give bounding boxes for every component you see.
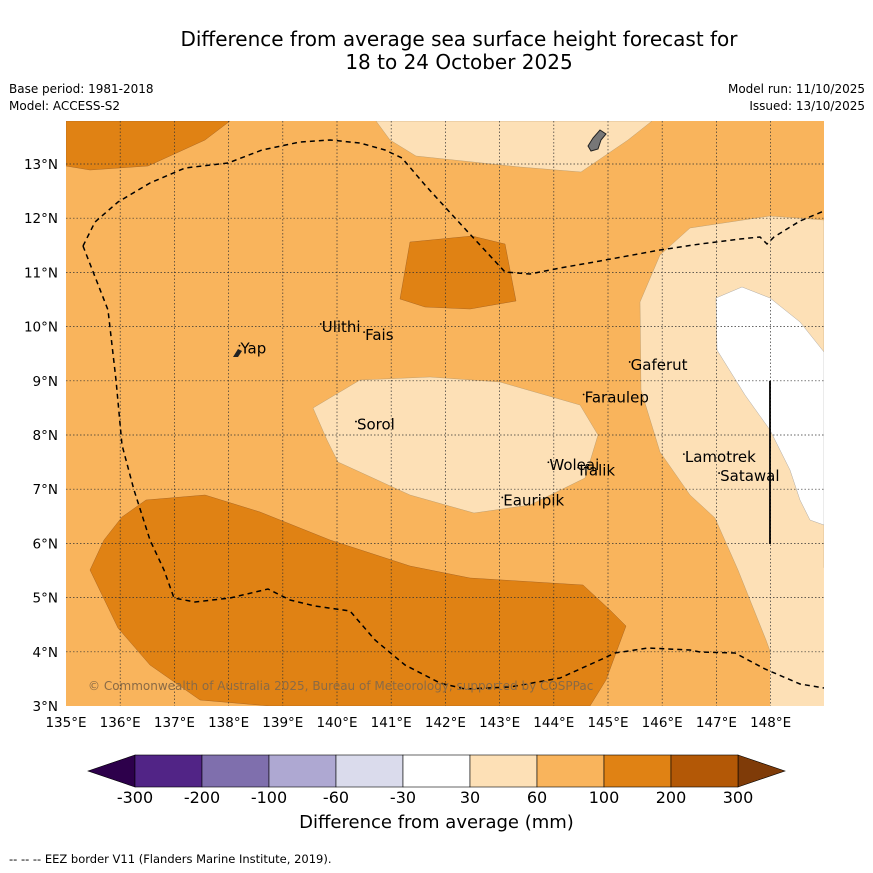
colorbar-tick-label: -200 (184, 788, 220, 807)
colorbar-tick-label: -60 (323, 788, 349, 807)
place-label: Ifalik (579, 462, 615, 480)
place-label: Lamotrek (685, 448, 756, 466)
place-marker (319, 323, 322, 325)
place-label: Sorol (357, 416, 395, 434)
title-line-1: Difference from average sea surface heig… (180, 27, 738, 51)
lon-tick-label: 141°E (371, 715, 412, 731)
lat-tick-label: 7°N (33, 482, 58, 498)
colorbar-cell (603, 754, 672, 788)
lon-tick-label: 143°E (479, 715, 520, 731)
place-label: Faraulep (585, 388, 649, 406)
place-marker (547, 461, 550, 464)
guam-island (587, 129, 607, 152)
meta-left: Base period: 1981-2018 Model: ACCESS-S2 (9, 81, 154, 115)
colorbar-cell (134, 754, 203, 788)
place-marker (577, 466, 580, 469)
colorbar-cell (536, 754, 605, 788)
colorbar-cell (201, 754, 270, 788)
place-label: Fais (365, 326, 394, 344)
lat-tick-label: 12°N (24, 211, 58, 227)
lon-tick-label: 144°E (533, 715, 574, 731)
place-marker (355, 420, 357, 423)
place-label: Ulithi (322, 318, 361, 336)
issued-date: Issued: 13/10/2025 (749, 99, 865, 113)
lat-tick-label: 4°N (33, 645, 58, 661)
lon-tick-label: 148°E (750, 715, 791, 731)
place-label: Satawal (720, 467, 779, 485)
colorbar-tick-label: 300 (723, 788, 754, 807)
base-period: Base period: 1981-2018 (9, 82, 154, 96)
colorbar-tick-label: -300 (117, 788, 153, 807)
graticule (66, 121, 824, 706)
place-marker (718, 472, 721, 474)
place-marker (582, 393, 585, 396)
lon-tick-label: 146°E (642, 715, 683, 731)
colorbar-tick-label: 60 (527, 788, 547, 807)
copyright-notice: © Commonwealth of Australia 2025, Bureau… (88, 679, 593, 693)
eez-border-north (82, 139, 824, 275)
lat-tick-label: 9°N (33, 374, 58, 390)
lon-tick-label: 140°E (316, 715, 357, 731)
colorbar-tick-label: -30 (390, 788, 416, 807)
colorbar-tick-label: 30 (460, 788, 480, 807)
anomaly-region-100-200-south (89, 494, 627, 706)
colorbar-title: Difference from average (mm) (299, 812, 574, 833)
eez-border-south (82, 245, 824, 690)
anomaly-region-100-200-northwest (66, 121, 231, 171)
lat-tick-label: 13°N (24, 157, 58, 173)
place-label: Yap (239, 340, 266, 358)
model-name: Model: ACCESS-S2 (9, 99, 121, 113)
place-marker (628, 361, 631, 363)
place-marker (501, 496, 504, 499)
model-run: Model run: 11/10/2025 (727, 82, 865, 96)
lon-tick-label: 137°E (154, 715, 195, 731)
lon-tick-label: 142°E (425, 715, 466, 731)
colorbar-cell (670, 754, 739, 788)
lon-tick-label: 138°E (208, 715, 249, 731)
lat-tick-label: 5°N (33, 591, 58, 607)
map-title: Difference from average sea surface heig… (0, 28, 873, 74)
colorbar-cell (469, 754, 538, 788)
lon-tick-label: 136°E (100, 715, 141, 731)
lat-tick-label: 11°N (24, 265, 58, 281)
yap-island (233, 349, 242, 357)
colorbar-cell (335, 754, 404, 788)
colorbar-over-arrow (737, 754, 786, 788)
lon-tick-label: 147°E (696, 715, 737, 731)
anomaly-region-30-60-central (312, 376, 599, 514)
map-plot-area (66, 121, 824, 706)
lon-tick-label: 139°E (262, 715, 303, 731)
colorbar-tick-label: 100 (589, 788, 620, 807)
title-line-2: 18 to 24 October 2025 (345, 50, 573, 74)
colorbar-tick-label: 200 (656, 788, 687, 807)
lat-tick-label: 10°N (24, 320, 58, 336)
colorbar-tick-label: -100 (251, 788, 287, 807)
anomaly-region-30-60-north (375, 121, 653, 173)
colorbar: -300 -200 -100 -60 -30 30 60 100 200 300 (87, 754, 786, 807)
colorbar-cell (268, 754, 337, 788)
place-label: Gaferut (631, 356, 688, 374)
colorbar-cell (402, 754, 471, 788)
anomaly-region-30-60-southeast (770, 510, 824, 706)
place-label: Eauripik (503, 491, 564, 509)
eez-legend-note: -- -- -- EEZ border V11 (Flanders Marine… (9, 852, 332, 866)
place-label: Woleai (549, 456, 599, 474)
place-marker (238, 344, 241, 347)
meta-right: Model run: 11/10/2025 Issued: 13/10/2025 (728, 81, 865, 115)
place-labels: Yap Ulithi Fais Sorol Gaferut Faraulep WoleaiI… (238, 318, 780, 509)
place-marker (363, 331, 365, 334)
lat-tick-label: 6°N (33, 536, 58, 552)
lat-tick-label: 3°N (33, 699, 58, 715)
colorbar-under-arrow (87, 754, 136, 788)
lon-tick-label: 135°E (45, 715, 86, 731)
axis-labels: 135°E 136°E 137°E 138°E 139°E 140°E 141°E 142°E… (24, 157, 791, 731)
lat-tick-label: 8°N (33, 428, 58, 444)
place-marker (682, 453, 685, 455)
lon-tick-label: 145°E (587, 715, 628, 731)
